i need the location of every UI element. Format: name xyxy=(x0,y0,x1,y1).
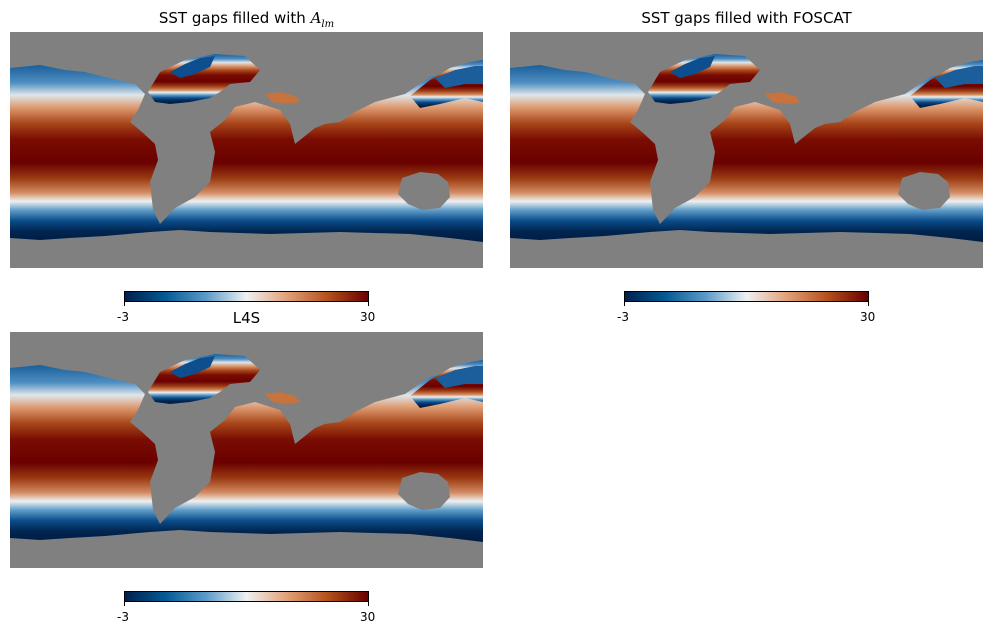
colorbar-min-label: -3 xyxy=(117,610,129,624)
colorbar-tick-max xyxy=(368,602,369,606)
panel-title-alm: SST gaps filled with Alm xyxy=(158,9,335,30)
panel-title-l4s: L4S xyxy=(232,309,261,327)
colorbar-max-label: 30 xyxy=(360,610,376,624)
sst-map-l4s xyxy=(10,332,483,568)
panel-title-foscat: SST gaps filled with FOSCAT xyxy=(641,9,852,27)
colorbar-tick-max xyxy=(368,302,369,306)
colorbar-max-label: 30 xyxy=(860,310,876,324)
colorbar-tick-max xyxy=(868,302,869,306)
colorbar-tick-min xyxy=(624,302,625,306)
colorbar-l4s xyxy=(124,591,369,602)
colorbar-max-label: 30 xyxy=(360,310,376,324)
colorbar-alm xyxy=(124,291,369,302)
colorbar-min-label: -3 xyxy=(617,310,629,324)
sst-map-foscat xyxy=(510,32,983,268)
colorbar-tick-min xyxy=(124,302,125,306)
colorbar-foscat xyxy=(624,291,869,302)
colorbar-min-label: -3 xyxy=(117,310,129,324)
colorbar-tick-min xyxy=(124,602,125,606)
sst-map-alm xyxy=(10,32,483,268)
